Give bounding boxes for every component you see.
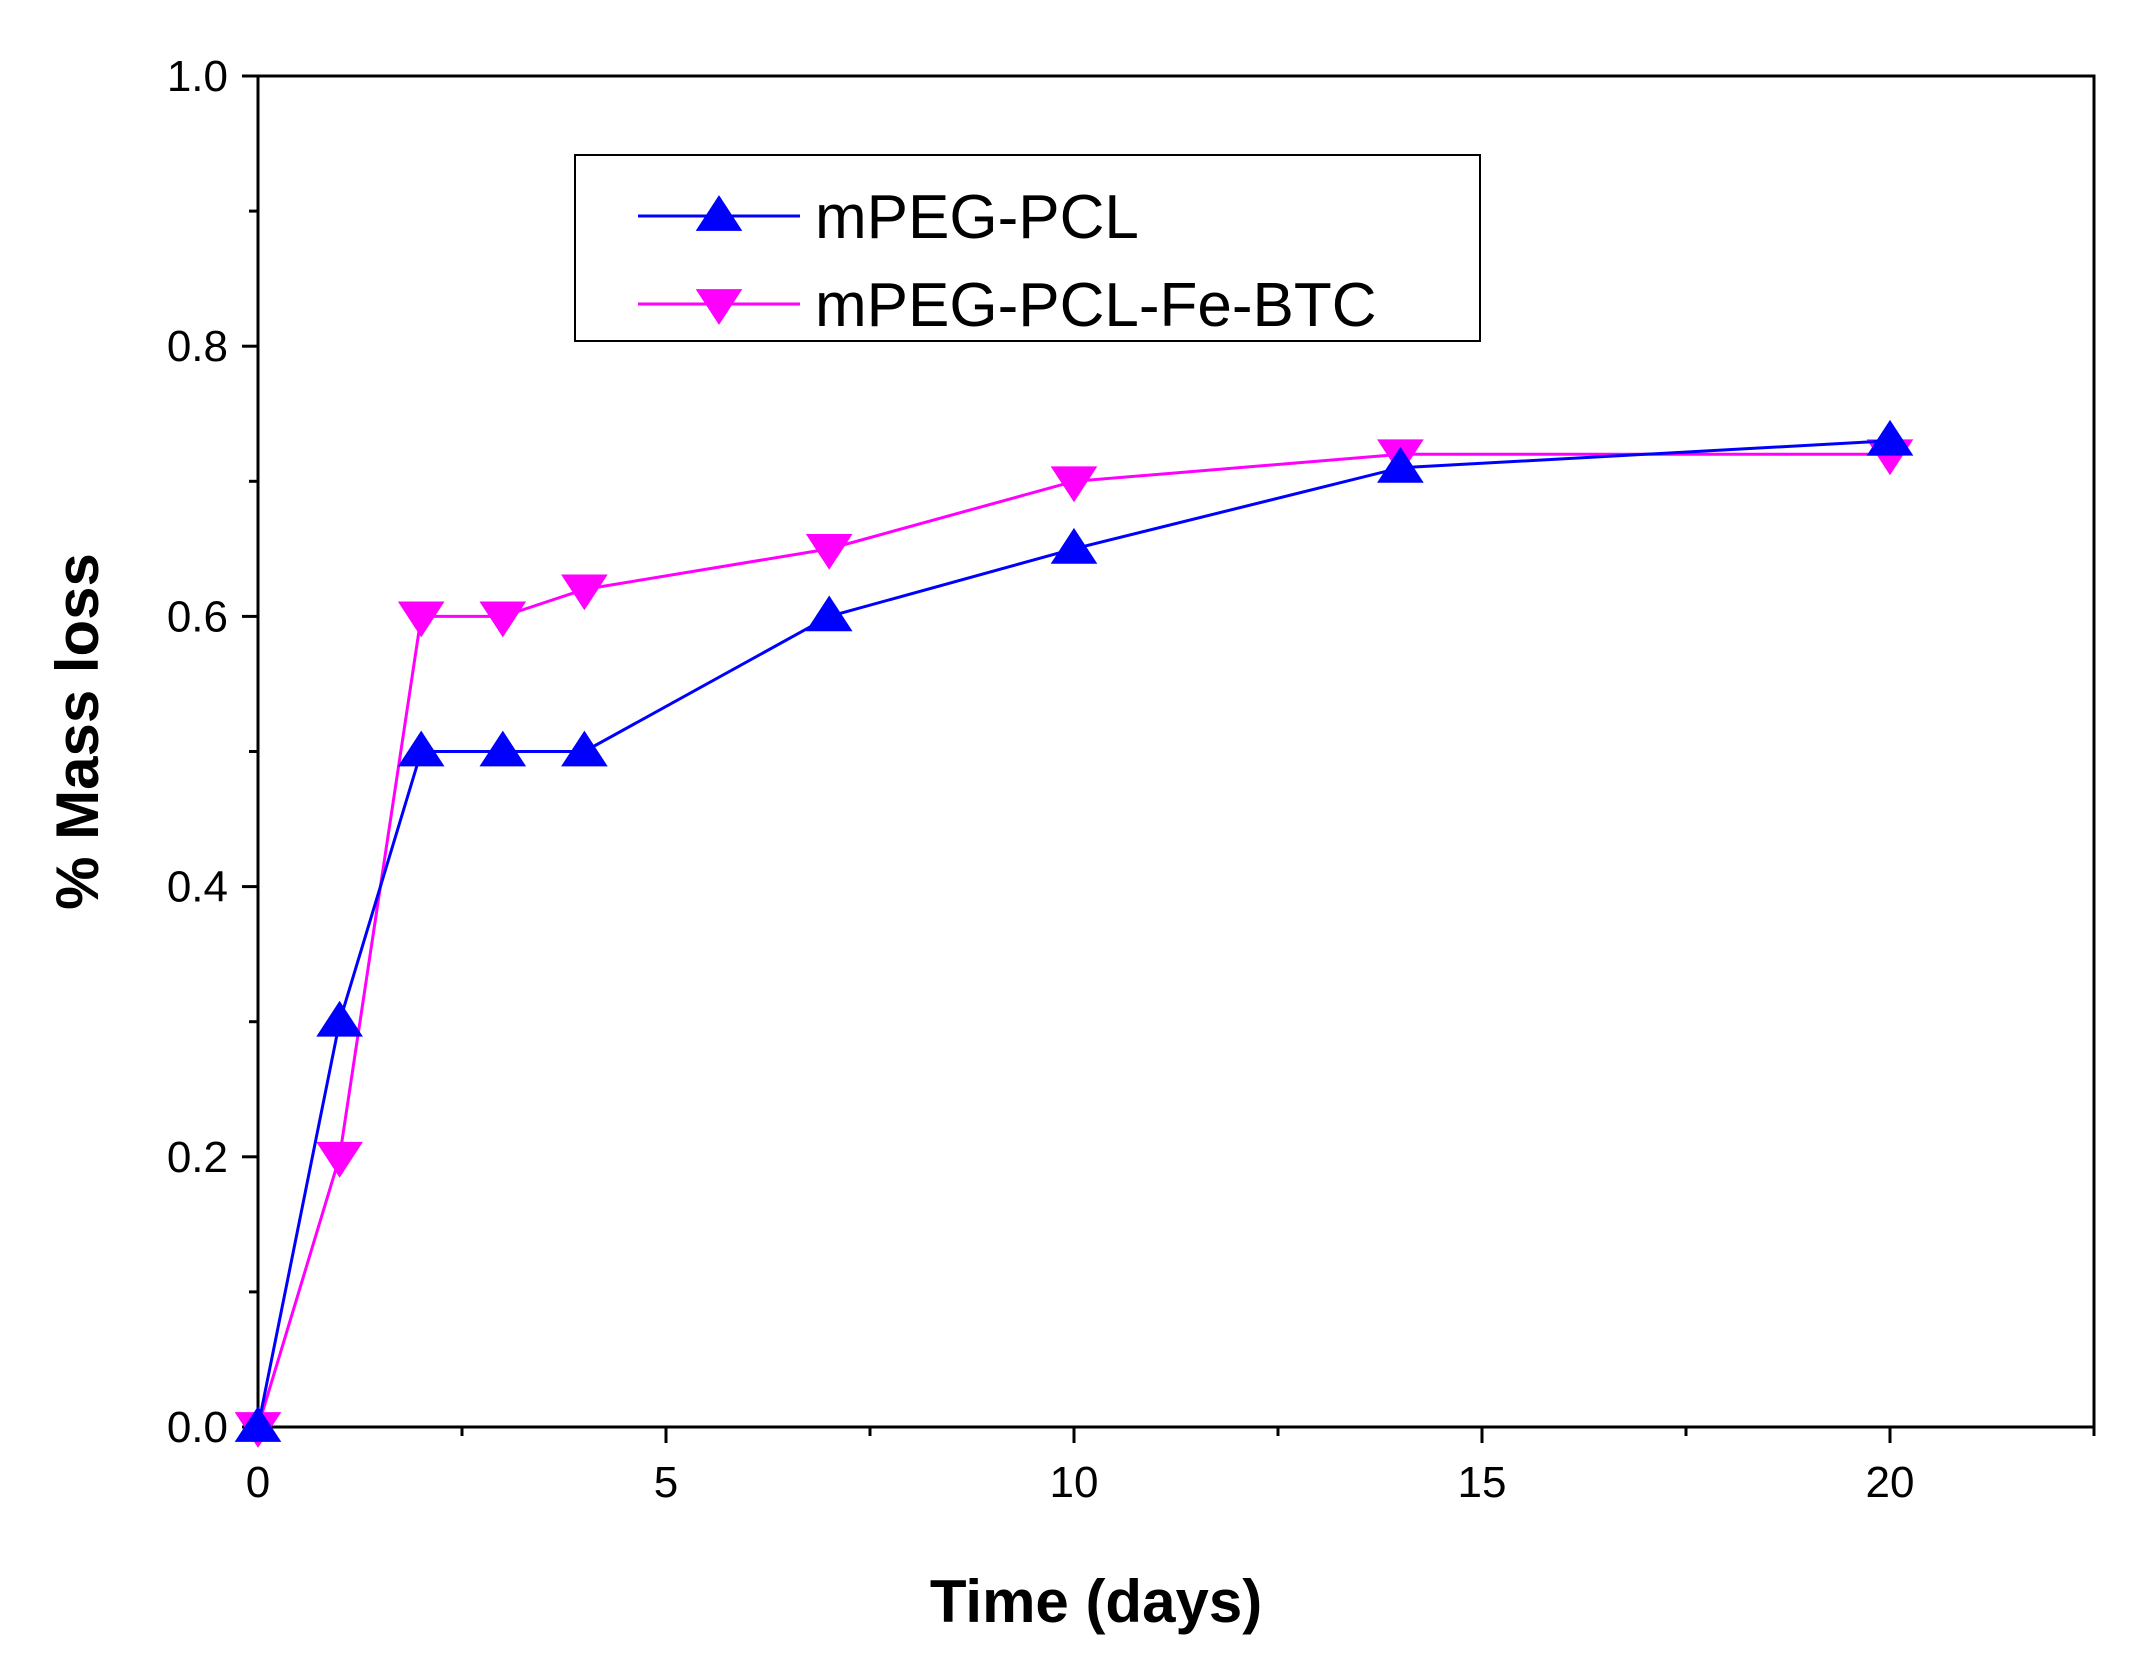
series-1-point xyxy=(1050,466,1098,503)
y-tick-label: 1.0 xyxy=(167,52,228,101)
x-tick-label: 20 xyxy=(1866,1458,1915,1507)
y-tick-label: 0.8 xyxy=(167,322,228,371)
series-1-point xyxy=(805,533,853,570)
series-0-point xyxy=(397,730,445,767)
series-0-point xyxy=(1377,446,1424,483)
x-tick-label: 0 xyxy=(246,1458,270,1507)
legend-label-0: mPEG-PCL xyxy=(815,183,1139,252)
y-axis-title: % Mass loss xyxy=(44,553,111,910)
y-tick-label: 0.6 xyxy=(167,592,228,641)
series-0-point xyxy=(316,1000,363,1037)
legend: mPEG-PCL mPEG-PCL-Fe-BTC xyxy=(574,154,1481,342)
series-1-point xyxy=(316,1141,363,1178)
legend-marker-1 xyxy=(695,289,743,325)
series-line-0 xyxy=(256,439,1891,1428)
series-0-point xyxy=(561,730,608,767)
series-line-1 xyxy=(256,452,1890,1428)
legend-marker-0 xyxy=(695,195,743,231)
legend-label-1: mPEG-PCL-Fe-BTC xyxy=(815,271,1376,340)
y-tick-label: 0.2 xyxy=(167,1133,228,1182)
series-0-point xyxy=(1050,527,1098,564)
x-tick-label: 5 xyxy=(654,1458,678,1507)
series-0-point xyxy=(805,595,853,632)
x-tick-label: 10 xyxy=(1050,1458,1099,1507)
x-tick-label: 15 xyxy=(1458,1458,1507,1507)
y-tick-label: 0.0 xyxy=(167,1403,228,1452)
series-1-point xyxy=(561,574,608,611)
series-0-point xyxy=(479,730,527,767)
series-0-point xyxy=(1866,419,1914,456)
series-1-point xyxy=(479,601,527,638)
x-axis-title: Time (days) xyxy=(930,1568,1262,1635)
y-tick-label: 0.4 xyxy=(167,863,228,912)
series-1-point xyxy=(397,601,445,638)
series-0-point xyxy=(234,1406,282,1442)
